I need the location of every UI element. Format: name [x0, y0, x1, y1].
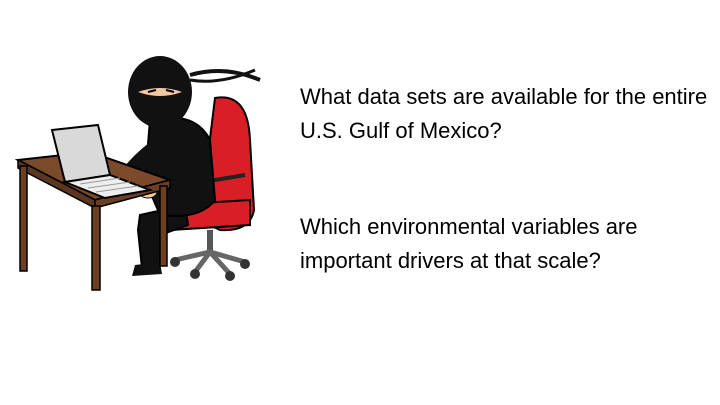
question-data-sets: What data sets are available for the ent…: [300, 84, 708, 143]
ninja-at-computer-icon: [14, 56, 261, 291]
chair-base: [174, 249, 246, 276]
question-environmental-variables: Which environmental variables are import…: [300, 214, 638, 273]
ninja-eyes: [138, 88, 182, 96]
laptop-keyboard: [61, 173, 154, 200]
ninja-body: [143, 116, 217, 217]
